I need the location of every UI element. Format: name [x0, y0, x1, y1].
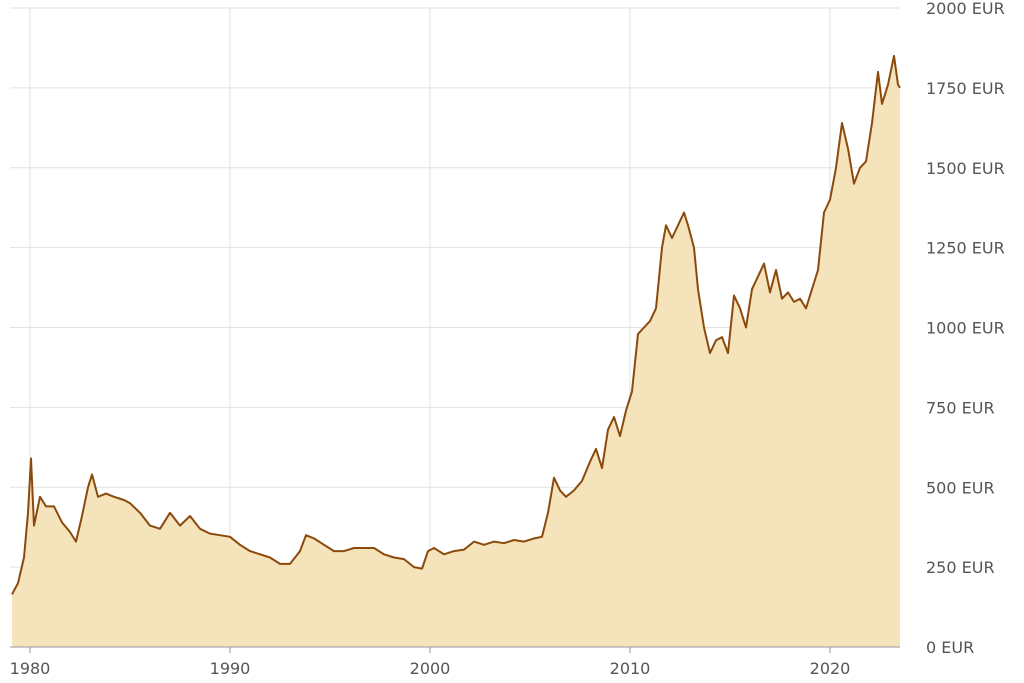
y-tick-label: 1250 EUR	[926, 239, 1005, 258]
axis-layer	[10, 646, 900, 653]
price-area-fill	[12, 55, 900, 647]
label-layer: 0 EUR 250 EUR 500 EUR 750 EUR 1000 EUR 1250 E…	[10, 0, 1005, 678]
x-tick-label: 1980	[10, 659, 51, 678]
x-tick-label: 2020	[810, 659, 851, 678]
y-tick-label: 1750 EUR	[926, 79, 1005, 98]
area-layer	[11, 54, 901, 647]
y-tick-label: 2000 EUR	[926, 0, 1005, 18]
y-tick-label: 500 EUR	[926, 478, 995, 497]
x-tick-label: 2010	[610, 659, 651, 678]
y-tick-label: 750 EUR	[926, 398, 995, 417]
x-tick-label: 2000	[410, 659, 451, 678]
y-tick-label: 0 EUR	[926, 638, 974, 657]
price-line	[11, 54, 901, 595]
y-tick-label: 1500 EUR	[926, 159, 1005, 178]
x-tick-label: 1990	[210, 659, 251, 678]
y-tick-label: 1000 EUR	[926, 319, 1005, 338]
y-tick-label: 250 EUR	[926, 558, 995, 577]
